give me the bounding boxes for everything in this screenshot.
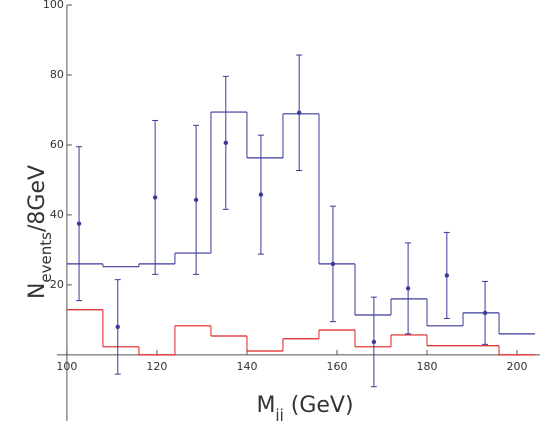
x-tick-label: 160	[326, 360, 347, 373]
data-point	[193, 197, 199, 203]
x-label-main: M	[256, 393, 275, 418]
x-tick-label: 140	[236, 360, 257, 373]
x-label-rest: (GeV)	[284, 393, 354, 418]
x-tick-label: 100	[56, 360, 77, 373]
x-tick-label: 120	[146, 360, 167, 373]
y-label-main: N	[25, 283, 50, 299]
data-point	[371, 339, 377, 345]
data-point	[115, 324, 120, 330]
data-point	[258, 192, 264, 197]
y-label-rest: /8GeV	[25, 165, 50, 232]
data-point	[152, 195, 158, 200]
data-point	[482, 310, 488, 316]
y-tick-label: 60	[50, 138, 64, 151]
data-point	[296, 110, 302, 115]
data-point	[405, 286, 411, 291]
y-axis-label: Nevents/8GeV	[25, 165, 55, 299]
x-tick-label: 180	[417, 360, 438, 373]
x-label-sub: jj	[274, 406, 283, 421]
data-point	[330, 261, 336, 267]
x-tick-label: 200	[507, 360, 528, 373]
y-tick-label: 40	[50, 208, 64, 221]
y-label-sub: events	[37, 232, 55, 283]
y-tick-label: 80	[50, 68, 64, 81]
y-tick-label: 20	[50, 278, 64, 291]
data-point	[76, 221, 82, 226]
x-axis-label: Mjj (GeV)	[256, 393, 353, 421]
data-point	[223, 140, 229, 146]
y-tick-label: 100	[43, 0, 64, 11]
data-point	[444, 273, 450, 278]
